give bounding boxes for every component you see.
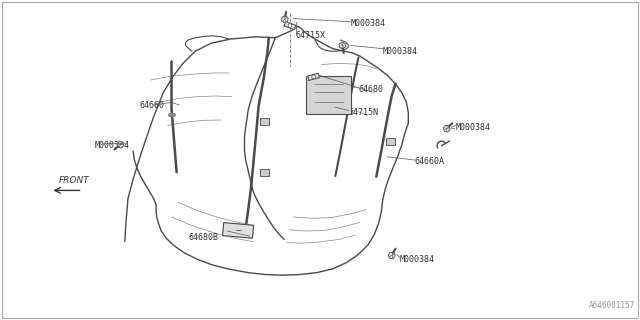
- Bar: [260, 118, 269, 125]
- Text: 64680: 64680: [358, 85, 383, 94]
- Text: 64660: 64660: [140, 101, 164, 110]
- Text: 64715N: 64715N: [349, 108, 379, 117]
- Bar: [306, 76, 351, 114]
- Text: M000384: M000384: [400, 255, 435, 264]
- Circle shape: [288, 24, 292, 28]
- Polygon shape: [223, 223, 253, 238]
- Polygon shape: [308, 73, 319, 80]
- Circle shape: [312, 75, 316, 79]
- Polygon shape: [388, 252, 395, 258]
- Text: M000384: M000384: [456, 124, 491, 132]
- Text: 64680B: 64680B: [189, 233, 219, 242]
- Bar: [260, 169, 269, 176]
- Text: A646001157: A646001157: [589, 301, 635, 310]
- Polygon shape: [282, 16, 288, 23]
- Polygon shape: [444, 125, 450, 132]
- Polygon shape: [117, 141, 124, 148]
- Text: M000384: M000384: [383, 47, 418, 56]
- Text: M000384: M000384: [351, 20, 386, 28]
- Text: 64660A: 64660A: [415, 157, 445, 166]
- Bar: [386, 138, 395, 145]
- Text: 64715X: 64715X: [296, 31, 326, 40]
- Polygon shape: [339, 42, 346, 49]
- Polygon shape: [284, 22, 296, 29]
- Text: M000384: M000384: [95, 141, 130, 150]
- Text: FRONT: FRONT: [59, 176, 90, 185]
